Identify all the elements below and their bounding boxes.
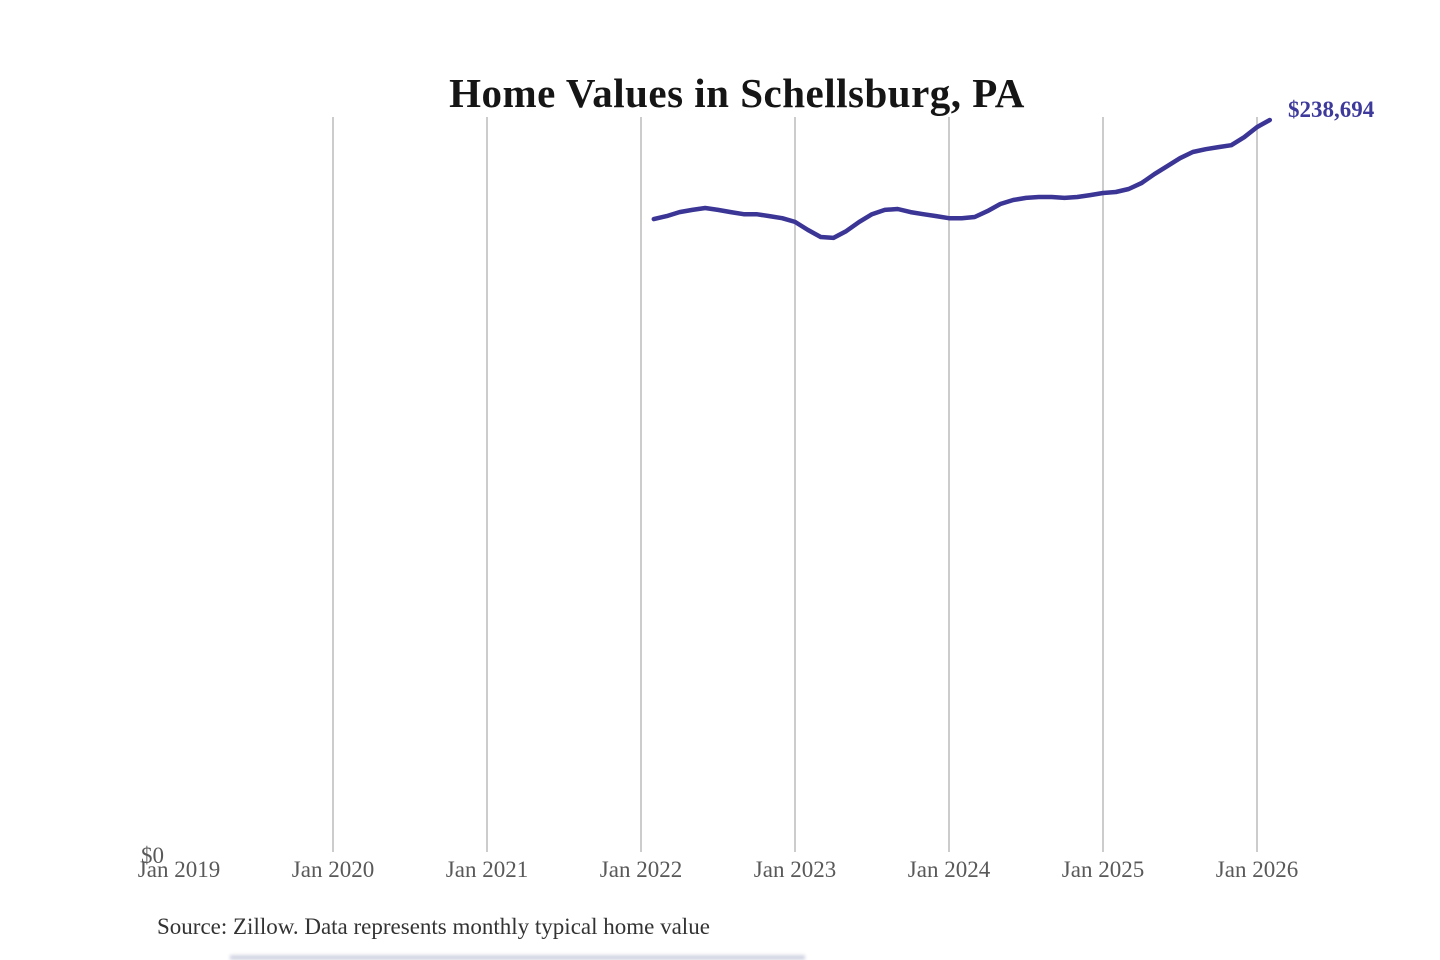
x-axis-label: Jan 2025 (1061, 857, 1145, 882)
x-axis-label: Jan 2019 (137, 857, 221, 882)
home-value-line (651, 117, 1273, 241)
x-axis-label: Jan 2021 (445, 857, 529, 882)
x-axis-label: Jan 2020 (291, 857, 375, 882)
cutoff-element (230, 955, 805, 960)
y-axis-zero-label: $0 (141, 843, 164, 868)
x-axis-label: Jan 2026 (1215, 857, 1299, 882)
x-axis-label: Jan 2023 (753, 857, 837, 882)
x-axis-label: Jan 2022 (599, 857, 683, 882)
source-note: Source: Zillow. Data represents monthly … (157, 914, 710, 939)
end-value-label: $238,694 (1288, 97, 1375, 122)
chart-title: Home Values in Schellsburg, PA (449, 70, 1025, 117)
x-axis-label: Jan 2024 (907, 857, 991, 882)
